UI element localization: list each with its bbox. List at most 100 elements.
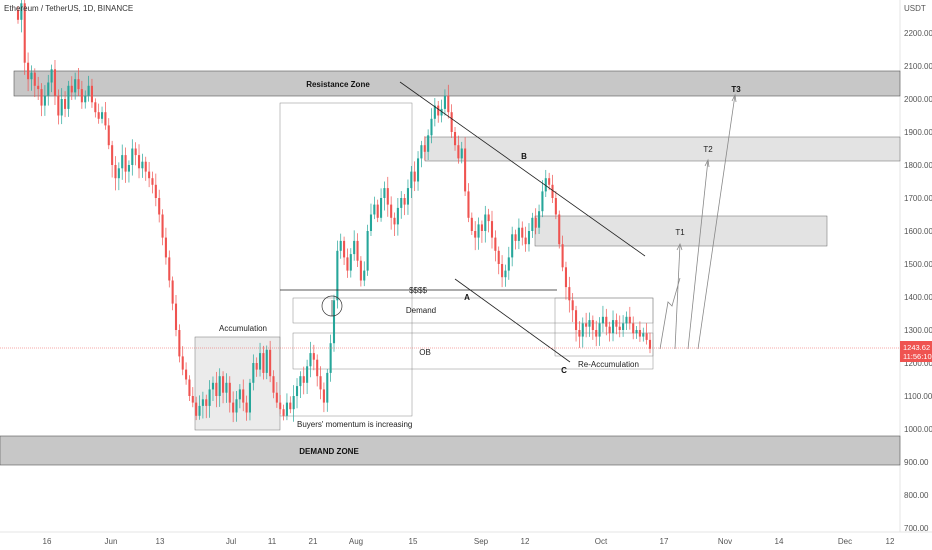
- candle-body: [349, 254, 352, 271]
- candle-body: [564, 267, 567, 288]
- candle-body: [457, 145, 460, 159]
- candle-body: [343, 240, 346, 258]
- candle-body: [252, 363, 255, 383]
- candle-body: [181, 356, 184, 370]
- candle-body: [578, 330, 581, 337]
- upper-trendline: [399, 81, 646, 257]
- t2-zone-box: [424, 136, 901, 162]
- lower-trendline: [454, 278, 571, 363]
- y-tick-label: 1300.00: [904, 326, 932, 335]
- candle-body: [396, 207, 399, 225]
- candle-body: [467, 191, 470, 218]
- demand-zone-label: DEMAND ZONE: [299, 447, 359, 456]
- candle-body: [588, 320, 591, 327]
- candle-body: [460, 148, 463, 159]
- candle-body: [158, 198, 161, 215]
- candle-body: [23, 3, 26, 63]
- t1-label: T1: [675, 228, 685, 237]
- x-tick-label: 12: [886, 537, 895, 546]
- candle-body: [205, 399, 208, 406]
- candle-body: [648, 339, 652, 349]
- candle-body: [575, 310, 578, 330]
- y-tick-label: 2200.00: [904, 29, 932, 38]
- t3-arrowhead: [731, 93, 737, 103]
- price-tag-box: [900, 341, 932, 362]
- point-a-label: A: [464, 293, 470, 302]
- y-tick-label: 1600.00: [904, 227, 932, 236]
- candle-body: [390, 204, 393, 218]
- candle-body: [111, 145, 114, 165]
- x-tick-label: Nov: [718, 537, 732, 546]
- candle-body: [477, 224, 480, 238]
- candle-body: [551, 184, 554, 198]
- demand-box: [292, 297, 654, 324]
- candle-body: [104, 112, 107, 126]
- candle-body: [400, 198, 403, 208]
- candle-body: [90, 85, 93, 103]
- candle-body: [322, 389, 325, 403]
- demand-label: Demand: [406, 306, 436, 315]
- candle-body: [420, 145, 423, 159]
- y-tick-label: 2100.00: [904, 62, 932, 71]
- candle-body: [292, 396, 295, 410]
- candle-body: [638, 330, 641, 337]
- t2-arrowhead: [704, 158, 710, 168]
- candle-body: [245, 402, 248, 413]
- candle-body: [33, 72, 36, 86]
- candle-body: [635, 330, 638, 334]
- point-c-label: C: [561, 366, 567, 375]
- candle-body: [50, 69, 53, 83]
- candle-body: [27, 62, 30, 80]
- candle-body: [504, 270, 507, 278]
- candle-body: [339, 240, 342, 251]
- dollars-label: $$$$: [409, 286, 427, 295]
- candle-body: [544, 178, 547, 192]
- buyers-label: Buyers' momentum is increasing: [297, 420, 412, 429]
- y-tick-label: 1800.00: [904, 161, 932, 170]
- candle-body: [148, 171, 151, 179]
- candle-body: [376, 204, 379, 218]
- price-tag-countdown: 11:56:10: [903, 352, 932, 361]
- candle-body: [195, 402, 198, 416]
- candle-body: [548, 178, 551, 185]
- x-tick-label: Sep: [474, 537, 489, 546]
- candle-body: [410, 171, 413, 189]
- candle-body: [232, 402, 235, 413]
- candle-body: [211, 382, 215, 390]
- y-tick-label: 1700.00: [904, 194, 932, 203]
- candle-body: [101, 112, 104, 119]
- x-tick-label: Oct: [595, 537, 608, 546]
- candle-body: [406, 188, 409, 205]
- candle-body: [215, 382, 218, 396]
- candle-body: [427, 135, 430, 152]
- y-tick-label: 1500.00: [904, 260, 932, 269]
- candle-body: [185, 369, 188, 380]
- candle-body: [507, 257, 510, 271]
- candle-body: [622, 323, 625, 330]
- candle-body: [208, 389, 211, 406]
- y-tick-label: 900.00: [904, 458, 929, 467]
- candle-body: [275, 392, 278, 403]
- candle-body: [423, 145, 426, 152]
- x-tick-label: Aug: [349, 537, 363, 546]
- candle-body: [299, 376, 302, 387]
- candle-body: [238, 389, 241, 400]
- candle-body: [312, 353, 315, 360]
- candle-body: [302, 376, 305, 383]
- candle-body: [306, 366, 309, 383]
- candle-body: [487, 214, 490, 222]
- candle-body: [144, 161, 147, 172]
- candle-body: [259, 353, 262, 370]
- candle-body: [295, 386, 299, 396]
- candle-body: [464, 148, 467, 192]
- candle-body: [171, 280, 174, 304]
- x-tick-label: 13: [156, 537, 165, 546]
- candle-body: [538, 211, 541, 228]
- candle-body: [336, 250, 339, 301]
- candle-body: [554, 198, 557, 215]
- y-tick-label: 1100.00: [904, 392, 932, 401]
- candle-body: [127, 165, 130, 172]
- candle-body: [403, 198, 406, 205]
- x-tick-label: 12: [521, 537, 530, 546]
